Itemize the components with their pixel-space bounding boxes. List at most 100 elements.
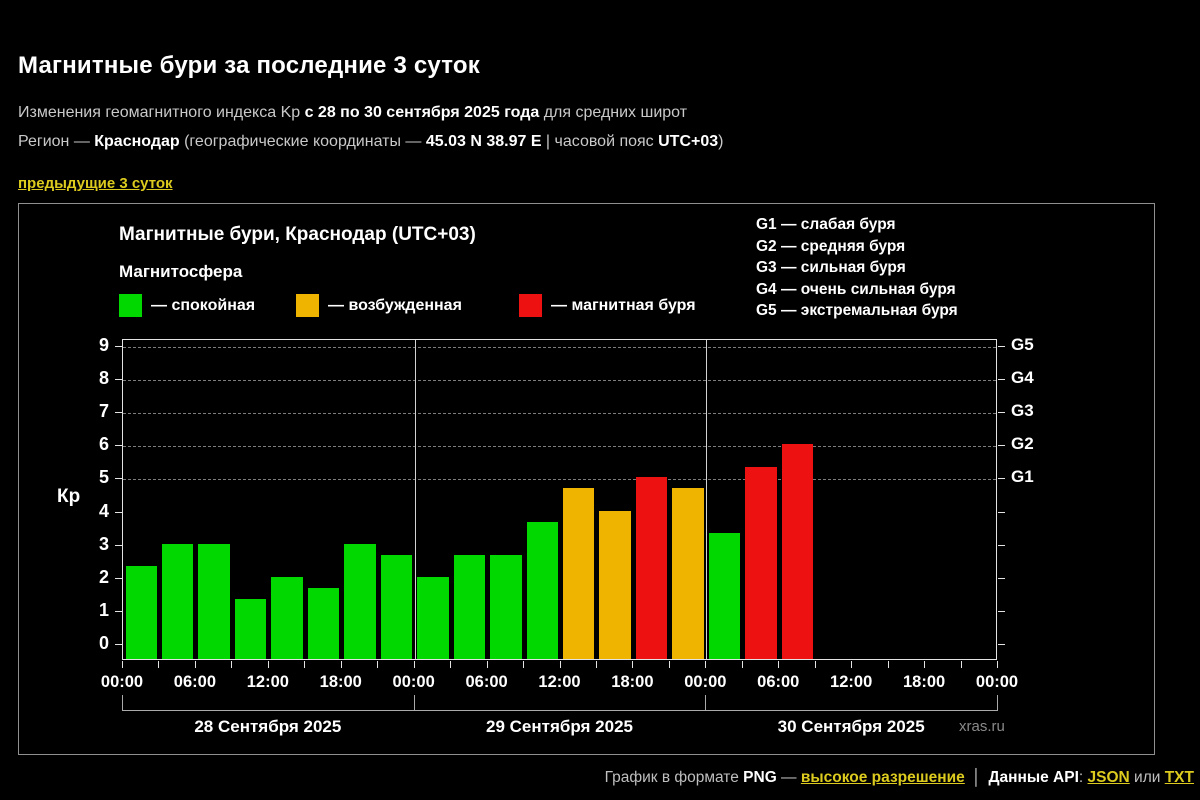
kp-bar <box>417 576 449 659</box>
g-legend-line-3: G3 — сильная буря <box>756 259 906 276</box>
kp-bar <box>271 576 303 659</box>
previous-3-days-link[interactable]: предыдущие 3 суток <box>18 175 173 192</box>
timezone-label: | часовой пояс <box>541 133 659 150</box>
g-scale-legend: G1 — слабая буря G2 — средняя буря G3 — си… <box>756 214 958 322</box>
region-name: Краснодар <box>94 133 180 150</box>
y-tick-label: 7 <box>98 401 109 422</box>
g-axis-label-g2: G2 <box>1011 434 1034 454</box>
y-tick-label: 1 <box>98 599 109 620</box>
kp-axis-title: Кр <box>57 486 81 507</box>
y-tick-right <box>998 610 1005 612</box>
y-tick-left <box>115 644 122 646</box>
x-tick <box>340 661 342 668</box>
footer-png-label: PNG <box>743 769 777 786</box>
x-tick-label: 00:00 <box>392 673 435 691</box>
legend-label-storm: — магнитная буря <box>551 296 696 314</box>
kp-bar <box>781 444 814 659</box>
magnetosphere-label: Магнитосфера <box>119 262 243 281</box>
y-tick-right <box>998 445 1005 447</box>
region-label: Регион — <box>18 133 95 150</box>
subtitle-line-1: Изменения геомагнитного индекса Kp с 28 … <box>18 104 687 122</box>
footer-separator: │ <box>971 769 982 786</box>
high-resolution-link[interactable]: высокое разрешение <box>800 769 965 786</box>
y-tick-label: 2 <box>98 566 109 587</box>
timezone-value: UTC+03 <box>658 133 719 150</box>
date-label: 28 Сентября 2025 <box>194 717 342 736</box>
gridline-kp6 <box>123 446 996 448</box>
x-tick-label: 06:00 <box>757 673 800 691</box>
x-tick-label: 06:00 <box>173 673 216 691</box>
g-legend-line-5: G5 — экстремальная буря <box>756 302 958 319</box>
chart-panel: Магнитные бури, Краснодар (UTC+03) Магни… <box>18 203 1155 755</box>
x-tick-label: 18:00 <box>611 673 654 691</box>
x-tick <box>741 661 743 668</box>
kp-bar <box>125 565 157 659</box>
watermark: xras.ru <box>959 718 1005 735</box>
kp-bar <box>708 532 741 659</box>
legend-label-excited: — возбужденная <box>328 296 462 314</box>
legend-item-quiet: — спокойная <box>119 294 255 317</box>
kp-bar <box>599 510 631 659</box>
plot-frame <box>122 339 997 660</box>
kp-bar <box>307 587 340 659</box>
subtitle-line-2: Регион — Краснодар (географические коорд… <box>18 133 723 151</box>
g-axis-label-g5: G5 <box>1011 334 1034 354</box>
day-bracket-tick <box>122 695 123 711</box>
day-bracket-tick <box>413 695 415 711</box>
magnetosphere-legend: — спокойная — возбужденная — магнитная бур… <box>119 294 739 322</box>
gridline-kp7 <box>123 413 996 415</box>
gridline-kp8 <box>123 380 996 382</box>
g-axis-label-g1: G1 <box>1011 467 1034 487</box>
subtitle1-text-2: для средних широт <box>539 104 688 121</box>
y-tick-right <box>998 544 1005 546</box>
txt-link[interactable]: TXT <box>1164 769 1194 786</box>
kp-bar <box>344 543 376 659</box>
x-tick <box>559 661 561 668</box>
subtitle1-dates: с 28 по 30 сентября 2025 года <box>304 104 540 121</box>
paren-close: ) <box>718 133 724 150</box>
x-tick-label: 06:00 <box>465 673 508 691</box>
kp-bar <box>635 477 668 659</box>
chart-title: Магнитные бури, Краснодар (UTC+03) <box>119 224 476 245</box>
y-tick-label: 6 <box>98 434 109 455</box>
x-tick <box>413 661 415 668</box>
legend-item-storm: — магнитная буря <box>519 294 696 317</box>
x-tick <box>158 661 160 668</box>
x-tick-label: 00:00 <box>975 673 1019 691</box>
kp-bar <box>234 599 267 659</box>
x-tick <box>450 661 452 668</box>
x-tick <box>231 661 233 668</box>
legend-swatch-storm <box>519 294 542 317</box>
gridline-kp9 <box>123 346 996 348</box>
x-tick <box>304 661 306 668</box>
x-tick <box>705 661 707 668</box>
kp-bar <box>526 521 558 659</box>
y-tick-right <box>998 379 1005 381</box>
g-legend-line-1: G1 — слабая буря <box>756 216 896 233</box>
x-tick-label: 12:00 <box>538 673 581 691</box>
x-tick <box>778 661 780 668</box>
y-tick-right <box>998 577 1005 579</box>
plot-area: 0 1 2 3 4 5 6 7 8 9 G1 G2 G3 G4 G5 00:00 06:00 12:00 18:00… <box>19 204 1156 756</box>
x-tick-label: 12:00 <box>830 673 873 691</box>
kp-bar <box>563 488 595 659</box>
y-tick-left <box>115 478 122 480</box>
legend-label-quiet: — спокойная <box>151 296 256 314</box>
y-tick-left <box>115 511 122 513</box>
footer-colon: : <box>1078 769 1088 786</box>
x-tick <box>851 661 853 668</box>
x-tick <box>924 661 926 668</box>
legend-item-excited: — возбужденная <box>296 294 462 317</box>
x-tick <box>997 661 998 668</box>
footer: График в формате PNG — высокое разрешени… <box>0 769 1194 787</box>
y-tick-right <box>998 511 1005 513</box>
day-separator <box>706 340 708 659</box>
x-tick <box>377 661 379 668</box>
y-tick-label: 4 <box>98 500 109 521</box>
y-tick-label: 8 <box>98 368 109 389</box>
kp-bar <box>490 554 522 659</box>
json-link[interactable]: JSON <box>1087 769 1130 786</box>
g-axis-label-g3: G3 <box>1011 401 1034 421</box>
x-tick <box>122 661 123 668</box>
